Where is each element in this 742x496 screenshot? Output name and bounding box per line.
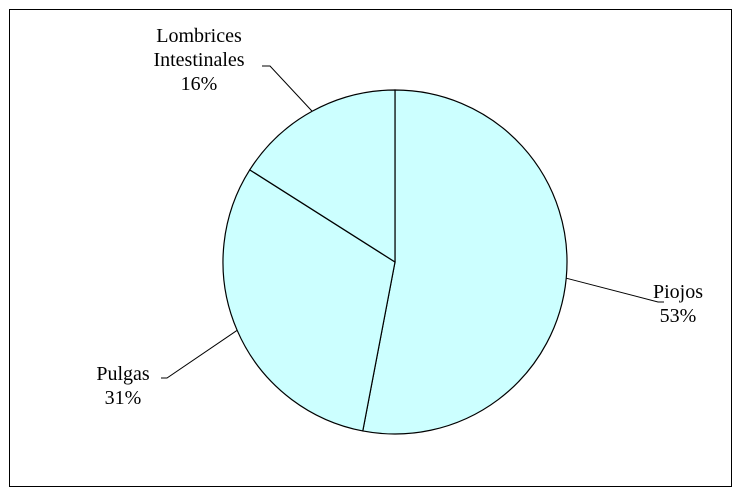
leader-lines bbox=[161, 65, 664, 379]
slice-name-label: Intestinales bbox=[153, 49, 244, 71]
pie-slice-lombrices-intestinales bbox=[248, 89, 396, 264]
slice-percent-label: 31% bbox=[105, 387, 142, 409]
slice-name-label: Lombrices bbox=[156, 25, 242, 47]
leader-line bbox=[262, 65, 313, 112]
slice-percent-label: 53% bbox=[660, 305, 697, 327]
pie-slices bbox=[222, 89, 568, 435]
slice-name-label: Pulgas bbox=[96, 363, 150, 385]
slice-name-label: Piojos bbox=[653, 281, 703, 303]
leader-line bbox=[161, 329, 238, 379]
slice-percent-label: 16% bbox=[181, 73, 218, 95]
leader-line bbox=[566, 277, 664, 303]
pie-slice-piojos bbox=[362, 89, 568, 435]
